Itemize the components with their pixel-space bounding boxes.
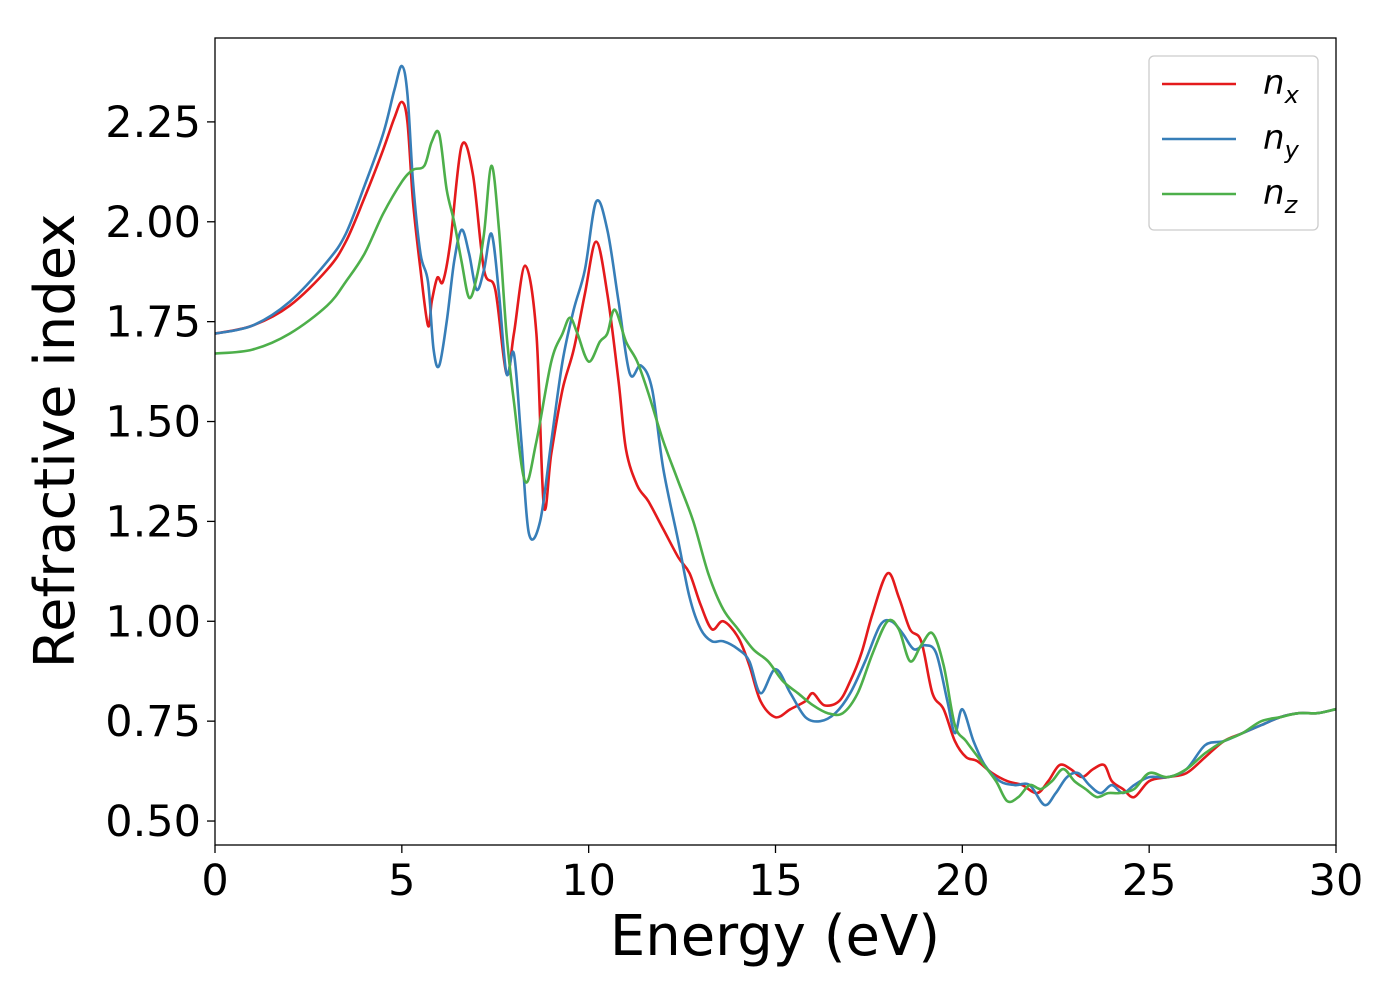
legend-label-subscript: x [1284, 81, 1300, 109]
y-axis: 0.50 0.75 1.00 1.25 1.50 1.75 2.00 2.25 [105, 98, 215, 847]
x-tick-label: 0 [201, 856, 228, 906]
x-tick-label: 15 [748, 856, 803, 906]
x-axis-title: Energy (eV) [610, 904, 940, 969]
x-axis: 0 5 10 15 20 25 30 [201, 845, 1363, 906]
x-tick-label: 5 [388, 856, 415, 906]
y-tick-label: 2.00 [105, 198, 201, 248]
y-tick-label: 1.00 [105, 597, 201, 647]
y-tick-label: 0.75 [105, 697, 201, 747]
x-tick-label: 30 [1309, 856, 1364, 906]
series-layer [215, 64, 1336, 807]
y-tick-label: 1.25 [105, 497, 201, 547]
y-tick-label: 1.75 [105, 298, 201, 348]
y-axis-title: Refractive index [23, 214, 88, 669]
legend-label-base: n [1263, 173, 1285, 213]
series-line-z [215, 129, 1336, 804]
legend-label-z: nz [1263, 173, 1299, 219]
legend-label-subscript: y [1284, 136, 1300, 164]
y-tick-label: 1.50 [105, 398, 201, 448]
legend-label-base: n [1263, 118, 1285, 158]
legend-box [1148, 55, 1319, 231]
y-tick-label: 2.25 [105, 98, 201, 148]
x-tick-label: 25 [1122, 856, 1177, 906]
series-line-y [215, 64, 1336, 807]
x-tick-label: 20 [935, 856, 990, 906]
legend-label-y: ny [1263, 118, 1300, 164]
series-line-x [215, 100, 1336, 799]
y-tick-label: 0.50 [105, 797, 201, 847]
legend-label-subscript: z [1284, 191, 1299, 219]
legend-label-base: n [1263, 63, 1285, 103]
legend-label-x: nx [1263, 63, 1300, 109]
x-tick-label: 10 [561, 856, 616, 906]
